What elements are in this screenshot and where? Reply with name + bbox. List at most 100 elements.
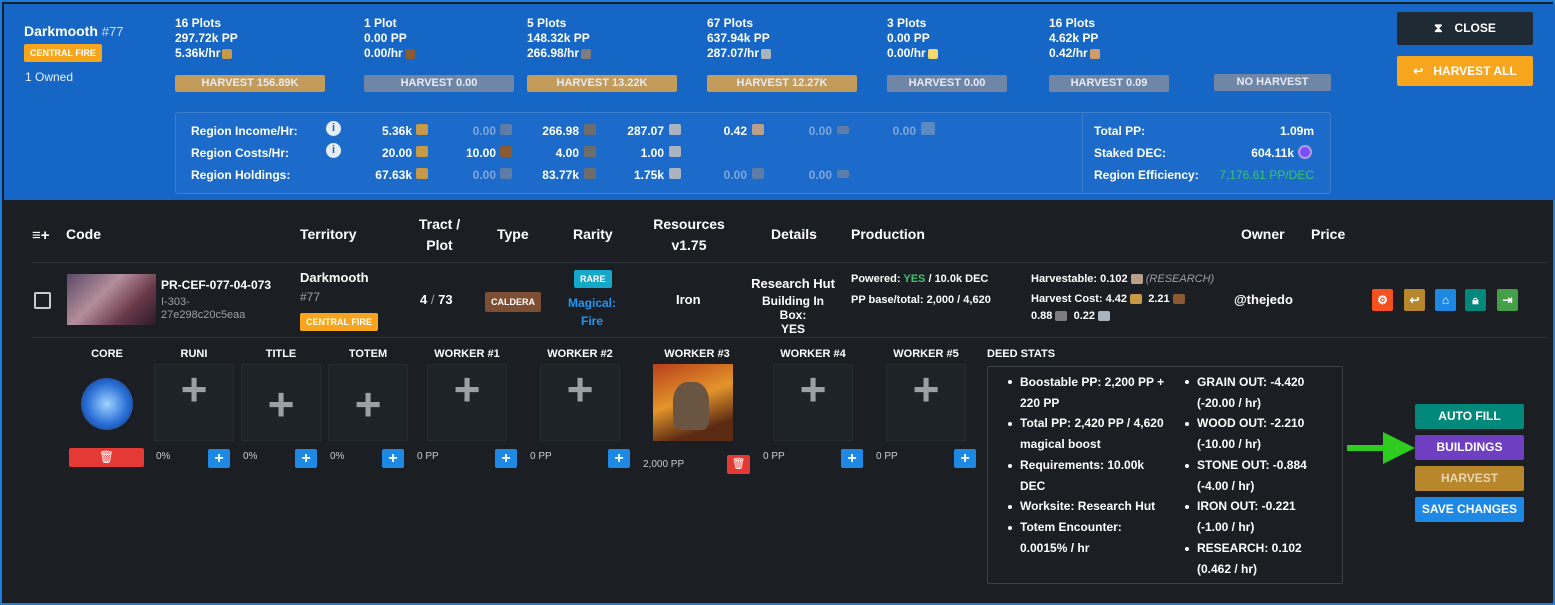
header-rarity[interactable]: Rarity bbox=[573, 226, 613, 242]
core-totem-image bbox=[81, 378, 133, 430]
cost-grain: 20.00 bbox=[381, 146, 412, 160]
region-title: Darkmooth #77 bbox=[24, 23, 124, 39]
add-title-button[interactable]: + bbox=[295, 449, 317, 468]
add-runi-button[interactable]: + bbox=[208, 449, 230, 468]
lock-icon[interactable]: 🔒︎ bbox=[1465, 289, 1486, 311]
add-worker-5-button[interactable]: + bbox=[954, 449, 976, 468]
row-owner[interactable]: @thejedo bbox=[1234, 292, 1293, 307]
row-rarity-badge: RARE bbox=[574, 270, 612, 288]
harvest-all-button[interactable]: ↩ HARVEST ALL bbox=[1397, 56, 1533, 86]
deed-stat-grain-out: GRAIN OUT: -4.420 (-20.00 / hr) bbox=[1197, 372, 1337, 414]
header-code[interactable]: Code bbox=[66, 226, 101, 242]
harvest-research-button[interactable]: HARVEST 0.09 bbox=[1049, 75, 1169, 92]
gear-icon[interactable]: ⚙ bbox=[1372, 289, 1393, 311]
header-type[interactable]: Type bbox=[497, 226, 529, 242]
header-details[interactable]: Details bbox=[771, 226, 817, 242]
row-tract: 4 bbox=[420, 292, 428, 307]
add-worker-4-button[interactable]: + bbox=[841, 449, 863, 468]
worker-2-slot[interactable]: + bbox=[540, 364, 620, 441]
plot-pp: 0.00 PP bbox=[364, 31, 407, 45]
plot-rate: 287.07/hr bbox=[707, 46, 760, 60]
scythe-icon[interactable]: ↩ bbox=[1404, 289, 1425, 311]
no-harvest-button[interactable]: NO HARVEST bbox=[1214, 74, 1331, 91]
enter-icon[interactable]: ⇥ bbox=[1497, 289, 1518, 311]
income-stone: 266.98 bbox=[542, 124, 579, 138]
worker-4-slot[interactable]: + bbox=[773, 364, 853, 441]
header-production[interactable]: Production bbox=[851, 226, 925, 242]
row-tract-plot: 4 / 73 bbox=[420, 292, 453, 307]
deed-stat-line: GRAIN OUT: -4.420 bbox=[1197, 375, 1305, 389]
harvestable-note: (RESEARCH) bbox=[1145, 273, 1215, 285]
bullet bbox=[1008, 505, 1012, 509]
grain-icon bbox=[416, 168, 428, 179]
plot-pp: 148.32k PP bbox=[527, 31, 590, 45]
header-resources-label: Resources bbox=[653, 216, 725, 232]
harvest-grain-button[interactable]: HARVEST 156.89K bbox=[175, 75, 325, 92]
header-price[interactable]: Price bbox=[1311, 226, 1346, 242]
powered-label: Powered: bbox=[851, 273, 901, 285]
harvest-iron-button[interactable]: HARVEST 12.27K bbox=[707, 75, 857, 92]
grain-icon bbox=[416, 124, 428, 135]
income-label: Region Income/Hr: bbox=[191, 124, 298, 138]
header-resources[interactable]: Resources v1.75 bbox=[647, 214, 731, 256]
deed-stat-line: Boostable PP: 2,200 PP + bbox=[1020, 375, 1165, 389]
info-icon[interactable]: i bbox=[326, 143, 341, 158]
worker-3-slot[interactable] bbox=[653, 364, 733, 441]
deed-stat-boostable: Boostable PP: 2,200 PP + 220 PP bbox=[1020, 372, 1185, 414]
header-territory[interactable]: Territory bbox=[300, 226, 357, 242]
totem-slot[interactable]: + bbox=[328, 364, 408, 441]
add-worker-2-button[interactable]: + bbox=[608, 449, 630, 468]
deed-stat-stone-out: STONE OUT: -0.884 (-4.00 / hr) bbox=[1197, 455, 1337, 497]
wood-icon bbox=[500, 124, 512, 135]
scythe-icon: ↩ bbox=[1413, 64, 1424, 78]
deed-stat-requirements: Requirements: 10.00k DEC bbox=[1020, 455, 1185, 497]
income-sps: 0.00 bbox=[808, 124, 832, 138]
close-label: CLOSE bbox=[1454, 21, 1496, 35]
harvest-cost-iron: 0.22 bbox=[1073, 310, 1096, 322]
row-checkbox[interactable] bbox=[34, 292, 51, 309]
column-toggle-icon[interactable]: ≡+ bbox=[32, 227, 50, 244]
holding-grain: 67.63k bbox=[375, 168, 412, 182]
worker-card-image bbox=[673, 382, 709, 430]
plot-pp: 4.62k PP bbox=[1049, 31, 1099, 45]
plus-icon: + bbox=[453, 363, 481, 415]
harvest-wood-button[interactable]: HARVEST 0.00 bbox=[364, 75, 514, 92]
save-changes-button[interactable]: SAVE CHANGES bbox=[1415, 497, 1524, 522]
slot-label-totem: TOTEM bbox=[348, 348, 388, 360]
remove-worker-3-button[interactable]: 🗑︎ bbox=[727, 455, 750, 474]
grain-icon bbox=[416, 146, 428, 157]
core-slot[interactable] bbox=[67, 364, 147, 441]
worker-1-slot[interactable]: + bbox=[427, 364, 507, 441]
harvest-sps-button[interactable]: HARVEST 0.00 bbox=[887, 75, 1007, 92]
efficiency-value: 7,176.61 PP/DEC bbox=[1219, 168, 1314, 182]
harvest-button[interactable]: HARVEST bbox=[1415, 466, 1524, 491]
header-owner[interactable]: Owner bbox=[1241, 226, 1285, 242]
runi-slot[interactable]: + bbox=[154, 364, 234, 441]
info-icon[interactable]: i bbox=[326, 121, 341, 136]
title-slot[interactable]: + bbox=[241, 364, 321, 441]
add-totem-button[interactable]: + bbox=[382, 449, 404, 468]
remove-core-button[interactable]: 🗑︎ bbox=[69, 448, 144, 467]
plus-icon: + bbox=[566, 363, 594, 415]
slot-label-title: TITLE bbox=[265, 348, 297, 360]
auto-fill-button[interactable]: AUTO FILL bbox=[1415, 404, 1524, 429]
row-harvest-cost: Harvest Cost: 4.42 2.21 bbox=[1031, 293, 1185, 305]
deed-stat-total-pp: Total PP: 2,420 PP / 4,620 magical boost bbox=[1020, 413, 1185, 455]
worker-5-slot[interactable]: + bbox=[886, 364, 966, 441]
buildings-button[interactable]: BUILDINGS bbox=[1415, 435, 1524, 460]
stone-icon bbox=[584, 146, 596, 157]
add-worker-1-button[interactable]: + bbox=[495, 449, 517, 468]
harvest-stone-button[interactable]: HARVEST 13.22K bbox=[527, 75, 677, 92]
store-icon[interactable]: ⌂ bbox=[1435, 289, 1456, 311]
powered-dec: / 10.0k DEC bbox=[928, 273, 989, 285]
trash-icon: 🗑︎ bbox=[98, 450, 115, 464]
row-detail-sub1: Building In Box: bbox=[762, 294, 824, 322]
bullet bbox=[1008, 526, 1012, 530]
header-plot: Plot bbox=[426, 237, 453, 253]
plot-code[interactable]: PR-CEF-077-04-073 bbox=[161, 278, 272, 292]
plot-id-line1: I-303- bbox=[161, 296, 190, 308]
header-tract-plot[interactable]: Tract / Plot bbox=[412, 214, 467, 256]
close-button[interactable]: ⧗ CLOSE bbox=[1397, 12, 1533, 45]
total-pp-label: Total PP: bbox=[1094, 124, 1146, 138]
